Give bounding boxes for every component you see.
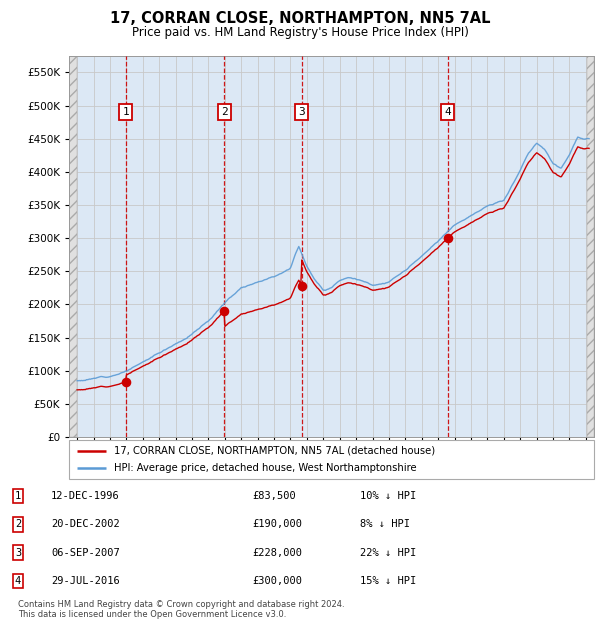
Text: £300,000: £300,000 bbox=[252, 576, 302, 586]
Text: 17, CORRAN CLOSE, NORTHAMPTON, NN5 7AL (detached house): 17, CORRAN CLOSE, NORTHAMPTON, NN5 7AL (… bbox=[113, 446, 435, 456]
Text: £190,000: £190,000 bbox=[252, 520, 302, 529]
Text: 2: 2 bbox=[221, 107, 227, 117]
Bar bbox=[69, 56, 77, 437]
Text: 4: 4 bbox=[15, 576, 21, 586]
Text: 1: 1 bbox=[15, 491, 21, 501]
Text: 8% ↓ HPI: 8% ↓ HPI bbox=[360, 520, 410, 529]
Text: 2: 2 bbox=[15, 520, 21, 529]
Text: £83,500: £83,500 bbox=[252, 491, 296, 501]
Text: £228,000: £228,000 bbox=[252, 547, 302, 557]
Bar bbox=[587, 56, 594, 437]
Point bbox=[220, 306, 229, 316]
Text: HPI: Average price, detached house, West Northamptonshire: HPI: Average price, detached house, West… bbox=[113, 463, 416, 473]
Text: 15% ↓ HPI: 15% ↓ HPI bbox=[360, 576, 416, 586]
Text: Price paid vs. HM Land Registry's House Price Index (HPI): Price paid vs. HM Land Registry's House … bbox=[131, 26, 469, 39]
Point bbox=[121, 377, 130, 387]
Text: 06-SEP-2007: 06-SEP-2007 bbox=[51, 547, 120, 557]
Text: 22% ↓ HPI: 22% ↓ HPI bbox=[360, 547, 416, 557]
Text: 20-DEC-2002: 20-DEC-2002 bbox=[51, 520, 120, 529]
Text: 29-JUL-2016: 29-JUL-2016 bbox=[51, 576, 120, 586]
Text: 17, CORRAN CLOSE, NORTHAMPTON, NN5 7AL: 17, CORRAN CLOSE, NORTHAMPTON, NN5 7AL bbox=[110, 11, 490, 26]
Point bbox=[443, 233, 452, 243]
Text: 1: 1 bbox=[122, 107, 129, 117]
Text: 3: 3 bbox=[15, 547, 21, 557]
Text: 3: 3 bbox=[298, 107, 305, 117]
Text: 10% ↓ HPI: 10% ↓ HPI bbox=[360, 491, 416, 501]
Point bbox=[297, 281, 307, 291]
Text: 4: 4 bbox=[444, 107, 451, 117]
Text: Contains HM Land Registry data © Crown copyright and database right 2024.
This d: Contains HM Land Registry data © Crown c… bbox=[18, 600, 344, 619]
Text: 12-DEC-1996: 12-DEC-1996 bbox=[51, 491, 120, 501]
